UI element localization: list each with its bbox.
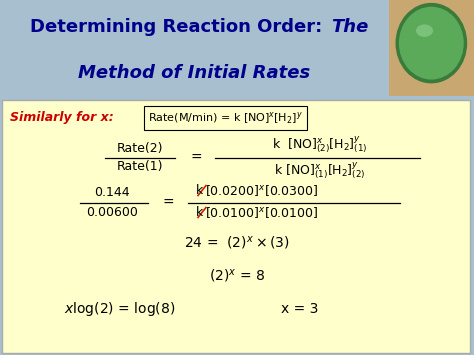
Text: [0.0100]$^x$[0.0100]: [0.0100]$^x$[0.0100] bbox=[205, 205, 319, 220]
Text: 0.144: 0.144 bbox=[94, 186, 130, 199]
Text: [0.0200]$^x$[0.0300]: [0.0200]$^x$[0.0300] bbox=[205, 183, 319, 198]
Text: x = 3: x = 3 bbox=[281, 302, 319, 316]
Text: =: = bbox=[190, 151, 202, 165]
Text: $(2)^x$ = 8: $(2)^x$ = 8 bbox=[209, 267, 265, 284]
Text: Determining Reaction Order:: Determining Reaction Order: bbox=[29, 18, 328, 36]
Text: k: k bbox=[196, 184, 203, 197]
Text: Rate(M/min) = k [NO]$^x$[H$_2$]$^y$: Rate(M/min) = k [NO]$^x$[H$_2$]$^y$ bbox=[148, 110, 303, 126]
Text: k  [NO]$^x_{(2)}$[H$_2$]$^y_{(1)}$: k [NO]$^x_{(2)}$[H$_2$]$^y_{(1)}$ bbox=[272, 135, 368, 156]
Text: $x$log(2) = log(8): $x$log(2) = log(8) bbox=[64, 300, 176, 318]
Text: Method of Initial Rates: Method of Initial Rates bbox=[78, 64, 310, 82]
Ellipse shape bbox=[416, 24, 433, 37]
Text: Similarly for x:: Similarly for x: bbox=[10, 111, 114, 124]
Text: 0.00600: 0.00600 bbox=[86, 206, 138, 219]
Text: 24 =  $(2)^x \times(3)$: 24 = $(2)^x \times(3)$ bbox=[184, 234, 290, 251]
Text: The: The bbox=[331, 18, 368, 36]
Text: k [NO]$^x_{(1)}$[H$_2$]$^y_{(2)}$: k [NO]$^x_{(1)}$[H$_2$]$^y_{(2)}$ bbox=[274, 161, 366, 182]
Circle shape bbox=[399, 7, 464, 80]
Text: =: = bbox=[162, 196, 174, 209]
Text: k: k bbox=[196, 206, 203, 219]
Circle shape bbox=[395, 3, 467, 83]
Text: Rate(2): Rate(2) bbox=[117, 142, 163, 155]
Text: Rate(1): Rate(1) bbox=[117, 160, 163, 173]
